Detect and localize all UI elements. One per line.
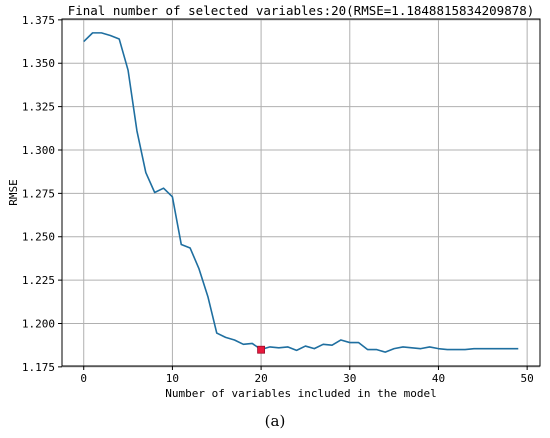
y-axis-ticks: 1.175 1.200 1.225 1.250 1.275 1.300 1.325 1.350… xyxy=(22,14,62,374)
plot-frame xyxy=(61,18,541,367)
x-tick-label: 50 xyxy=(521,372,534,385)
x-tick-label: 0 xyxy=(80,372,87,385)
x-tick-label: 20 xyxy=(254,372,267,385)
series-layer xyxy=(83,32,519,354)
y-tick-label: 1.350 xyxy=(22,57,55,70)
y-tick-label: 1.175 xyxy=(22,361,55,374)
y-tick-label: 1.200 xyxy=(22,317,55,330)
chart-title: Final number of selected variables:20(RM… xyxy=(68,3,535,18)
rmse-series-line xyxy=(83,32,519,353)
figure-caption: (a) xyxy=(264,412,286,430)
grid-layer xyxy=(62,19,540,368)
x-tick-label: 10 xyxy=(166,372,179,385)
y-tick-label: 1.325 xyxy=(22,101,55,114)
y-tick-label: 1.375 xyxy=(22,14,55,27)
y-axis-label: RMSE xyxy=(7,179,20,206)
selected-point-marker xyxy=(257,345,265,354)
y-tick-label: 1.300 xyxy=(22,144,55,157)
x-axis-ticks: 0 10 20 30 40 50 xyxy=(80,366,534,385)
x-tick-label: 30 xyxy=(343,372,356,385)
y-tick-label: 1.225 xyxy=(22,274,55,287)
x-tick-label: 40 xyxy=(432,372,445,385)
y-tick-label: 1.250 xyxy=(22,231,55,244)
x-axis-label: Number of variables included in the mode… xyxy=(165,387,437,400)
y-tick-label: 1.275 xyxy=(22,187,55,200)
